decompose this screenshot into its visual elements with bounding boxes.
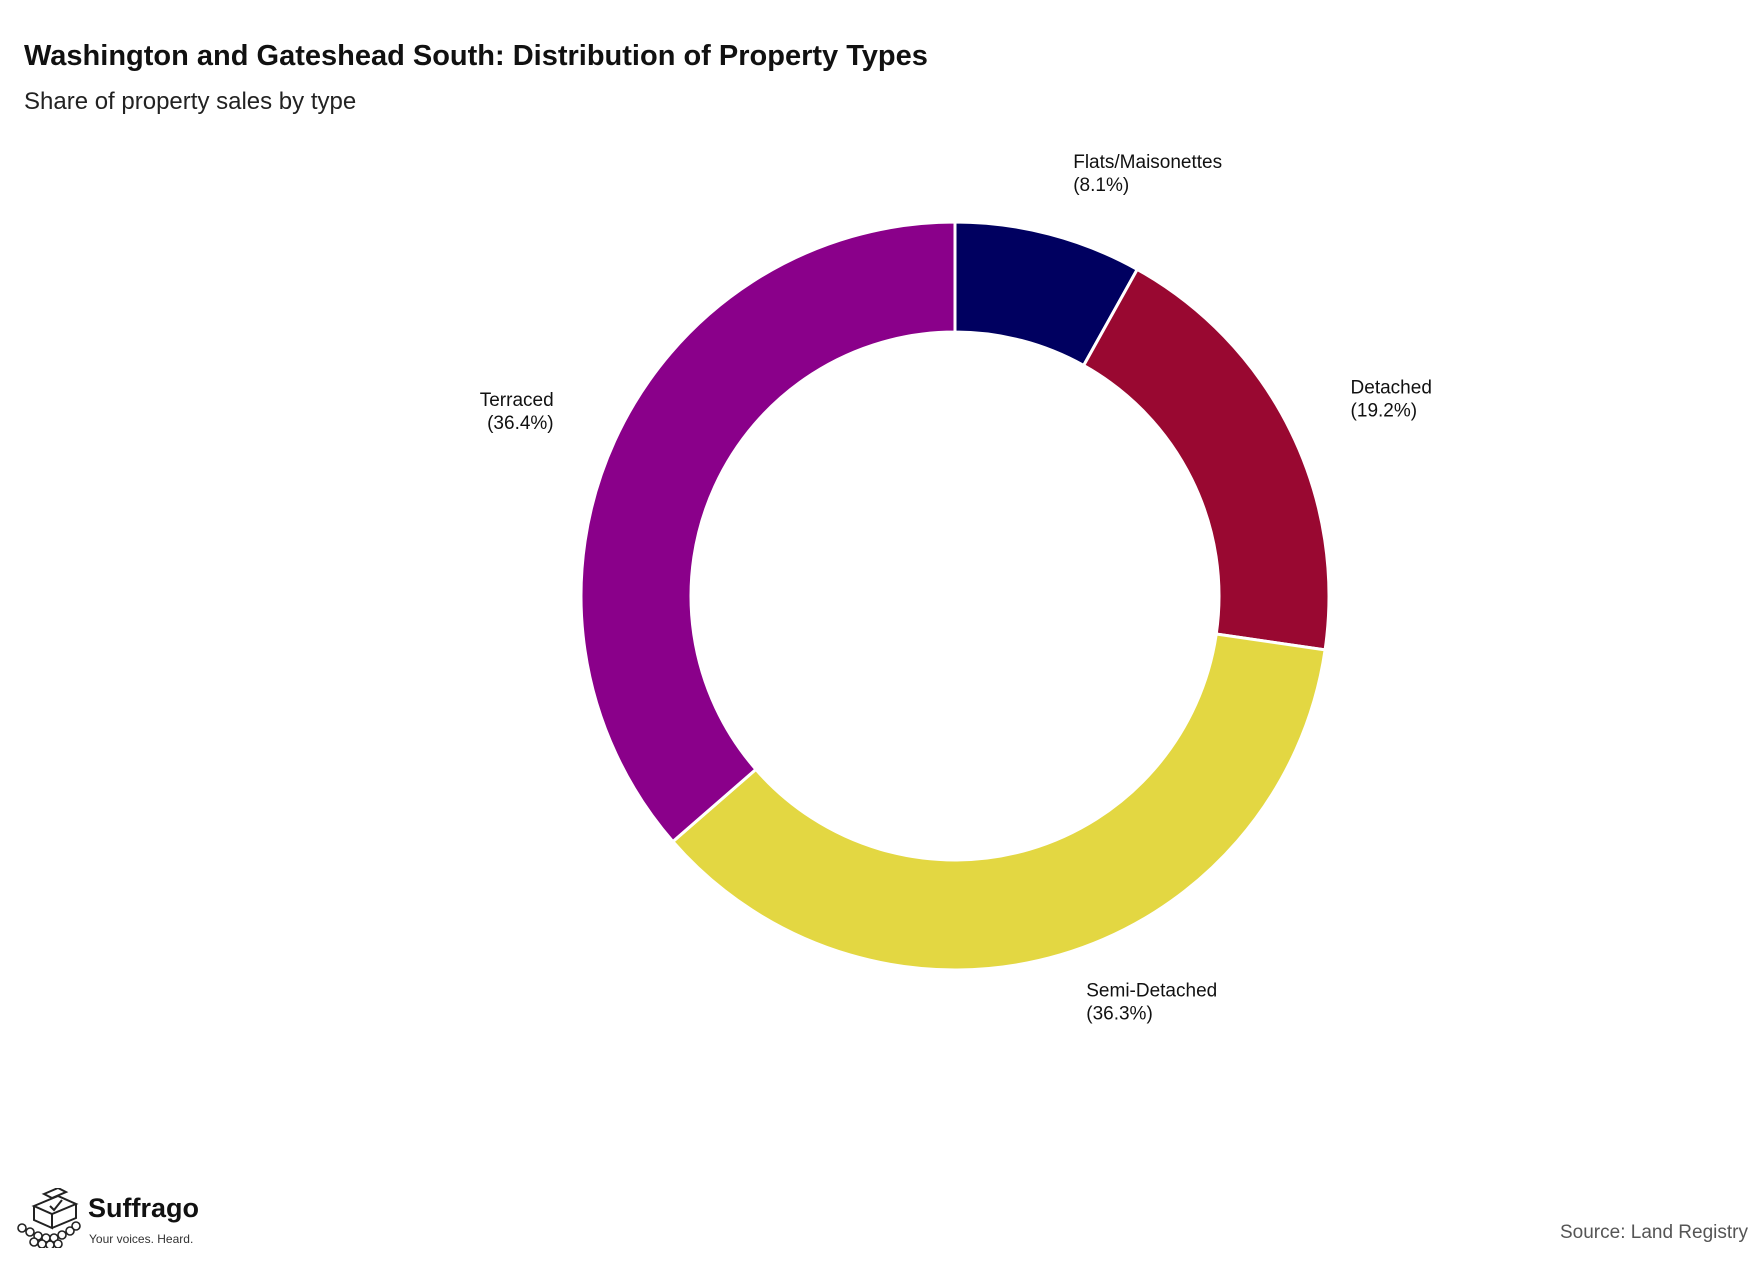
slice-percent-text: (8.1%) bbox=[1073, 175, 1129, 196]
donut-slices bbox=[579, 220, 1331, 972]
source-note: Source: Land Registry bbox=[1560, 1222, 1748, 1243]
chart-subtitle: Share of property sales by type bbox=[24, 88, 357, 115]
slice-label-semi-detached: Semi-Detached (36.3%) bbox=[1086, 981, 1217, 1025]
slice-category-text: Flats/Maisonettes bbox=[1073, 152, 1222, 173]
slice-percent-text: (36.4%) bbox=[487, 413, 554, 434]
brand-tagline: Your voices. Heard. bbox=[89, 1232, 194, 1246]
slice-terraced bbox=[579, 220, 957, 844]
chart-title: Washington and Gateshead South: Distribu… bbox=[24, 40, 928, 72]
slice-percent-text: (19.2%) bbox=[1351, 401, 1418, 422]
brand-name: Suffrago bbox=[88, 1193, 199, 1223]
slice-category-text: Terraced bbox=[480, 390, 554, 411]
slice-label-flats-maisonettes: Flats/Maisonettes (8.1%) bbox=[1073, 152, 1222, 196]
slice-category-text: Semi-Detached bbox=[1086, 981, 1217, 1002]
ballot-box-crowd-icon bbox=[17, 1188, 81, 1248]
slice-semi-detached bbox=[670, 632, 1327, 972]
slice-label-detached: Detached (19.2%) bbox=[1351, 378, 1432, 422]
slice-detached bbox=[1081, 267, 1331, 652]
slice-percent-text: (36.3%) bbox=[1086, 1004, 1153, 1025]
slice-label-terraced: Terraced (36.4%) bbox=[480, 390, 554, 434]
slice-category-text: Detached bbox=[1351, 378, 1432, 399]
slice-labels: Flats/Maisonettes (8.1%) Detached (19.2%) Se… bbox=[480, 152, 1432, 1025]
